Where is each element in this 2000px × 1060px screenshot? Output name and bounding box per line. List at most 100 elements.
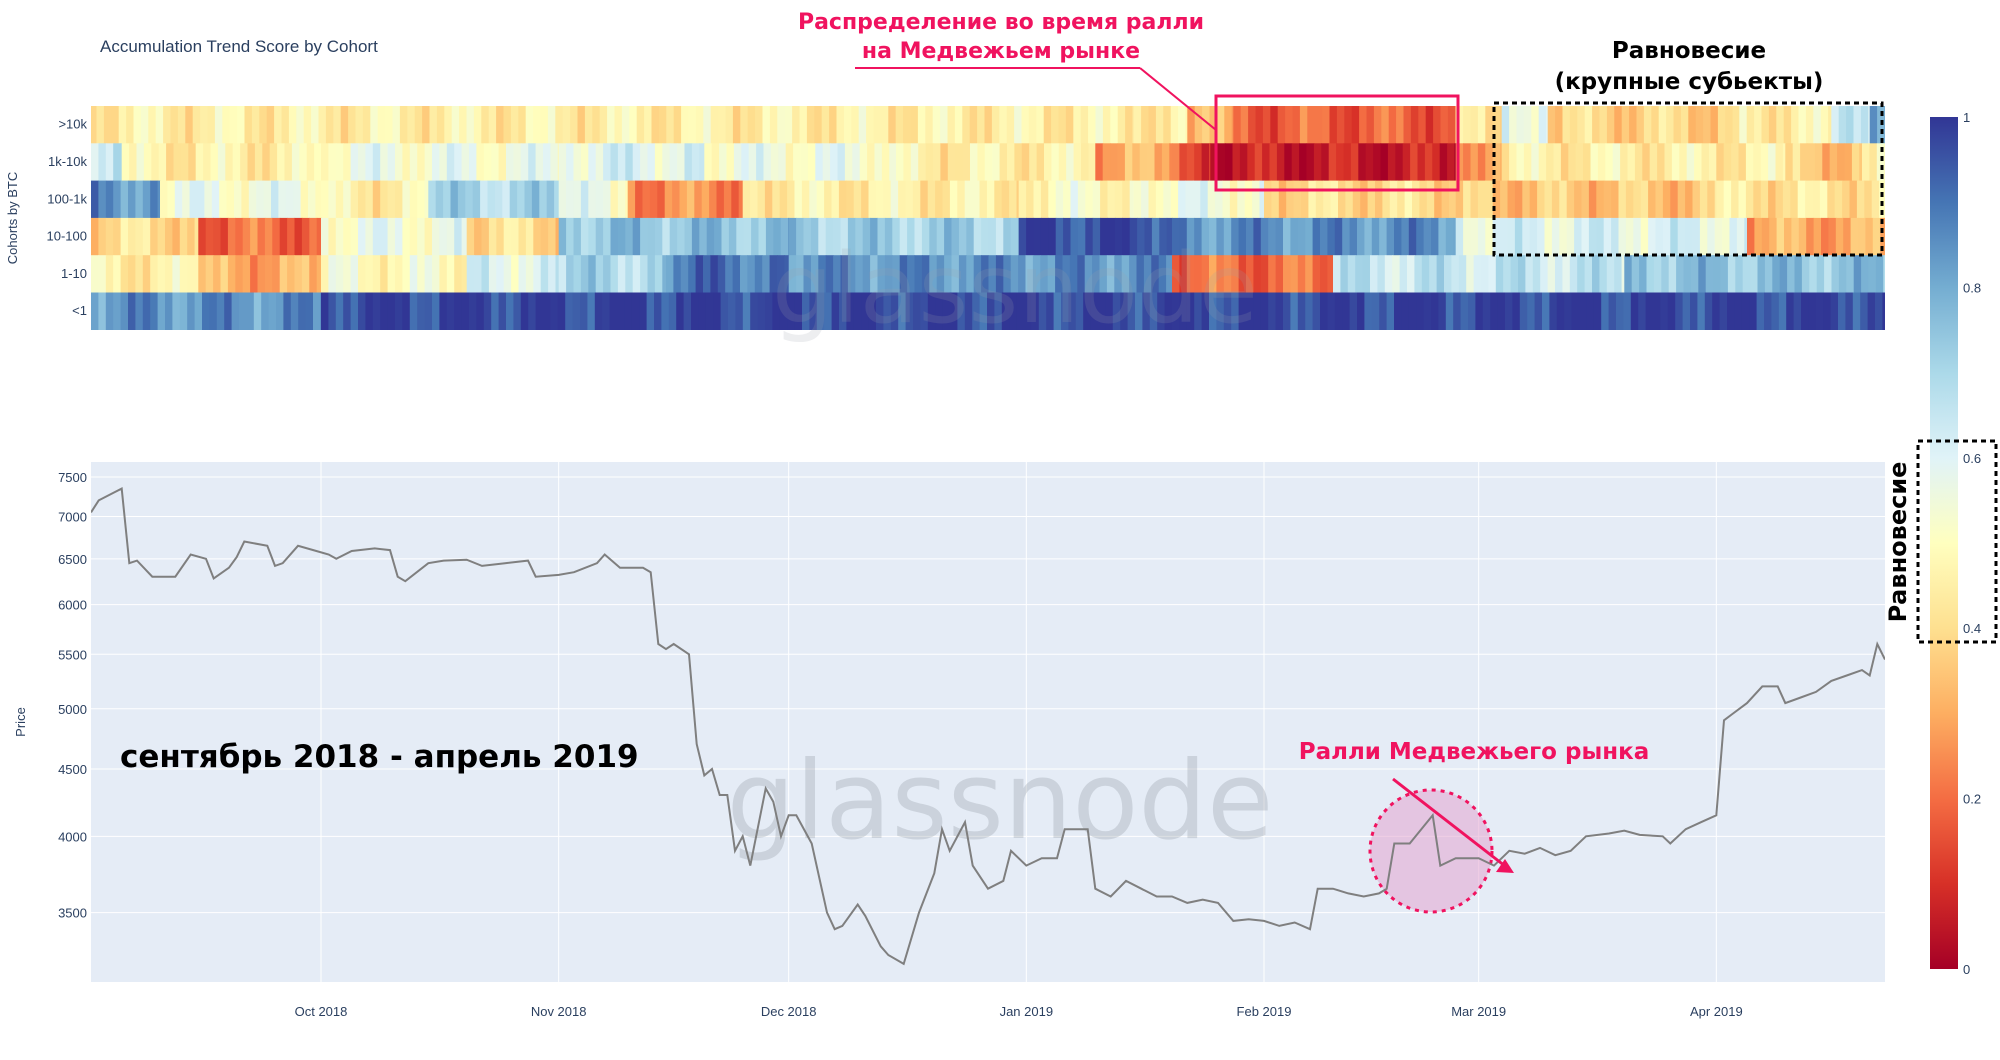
heatmap-cell: [118, 106, 127, 144]
heatmap-cell: [874, 143, 883, 182]
heatmap-cell: [851, 106, 860, 144]
heatmap-cell: [1407, 255, 1415, 293]
heatmap-cell: [1253, 255, 1262, 293]
heatmap-cell: [1477, 180, 1486, 219]
heatmap-cell: [1593, 292, 1602, 330]
heatmap-cell: [580, 180, 589, 219]
heatmap-cell: [1685, 180, 1694, 219]
heatmap-cell: [1531, 143, 1540, 182]
heatmap-cell: [1179, 217, 1188, 256]
heatmap-cell: [1782, 143, 1786, 182]
heatmap-cell: [1830, 292, 1839, 330]
heatmap-cell: [548, 217, 557, 256]
heatmap-cell: [483, 292, 492, 330]
heatmap-cell: [1077, 255, 1086, 293]
heatmap-cell: [1144, 217, 1153, 256]
equilibrium-colorbar-label: Равновесие: [1884, 462, 1912, 623]
heatmap-cell: [1852, 292, 1861, 330]
heatmap-cell: [380, 255, 389, 293]
heatmap-cell: [1155, 180, 1164, 219]
heatmap-cell: [742, 292, 751, 330]
heatmap-cell: [194, 217, 199, 256]
heatmap-cell: [1510, 255, 1519, 293]
colorbar-tick-label: 1: [1963, 110, 1970, 125]
heatmap-cell: [1408, 217, 1417, 256]
heatmap-cell: [1102, 106, 1111, 144]
heatmap-cell: [1365, 143, 1374, 182]
heatmap-cell: [328, 180, 337, 219]
heatmap-cell: [1485, 143, 1494, 182]
heatmap-cell: [1523, 143, 1532, 182]
heatmap-cell: [625, 217, 634, 256]
heatmap-cell: [1305, 255, 1314, 293]
heatmap-cell: [1047, 255, 1056, 293]
heatmap-cell: [772, 292, 781, 330]
heatmap-cell: [688, 106, 697, 144]
heatmap-cell: [1112, 292, 1121, 330]
heatmap-cell: [1653, 255, 1662, 293]
heatmap-cell: [487, 180, 496, 219]
heatmap-cell: [933, 143, 941, 182]
heatmap-cell: [454, 292, 463, 330]
heatmap-cell: [1534, 292, 1543, 330]
heatmap-cell: [1682, 292, 1691, 330]
heatmap-cell: [1544, 217, 1553, 256]
equilibrium-colorbar-box: [1916, 439, 1998, 644]
heatmap-cell: [1238, 255, 1247, 293]
heatmap-cell: [439, 292, 448, 330]
heatmap-cell: [580, 292, 588, 330]
heatmap-cell: [1036, 106, 1045, 144]
heatmap-cell: [157, 217, 166, 256]
heatmap-cell: [372, 255, 381, 293]
heatmap-cell: [150, 180, 159, 219]
heatmap-cell: [1601, 292, 1610, 330]
heatmap-cell: [809, 180, 818, 219]
heatmap-cell: [1680, 106, 1689, 144]
heatmap-cell: [1349, 292, 1358, 330]
heatmap-cell: [810, 255, 819, 293]
heatmap-cell: [1723, 180, 1732, 219]
heatmap-cell: [1055, 180, 1064, 219]
heatmap-cell: [439, 143, 448, 182]
heatmap-cell: [1246, 217, 1254, 256]
heatmap-cell: [1750, 255, 1759, 293]
heatmap-cell: [1382, 180, 1391, 219]
heatmap-cell: [335, 292, 344, 330]
heatmap-cell: [550, 292, 559, 330]
heatmap-cell: [1194, 255, 1203, 293]
heatmap-cell: [30, 106, 38, 144]
heatmap-cell: [1555, 106, 1564, 144]
heatmap-cell: [1141, 180, 1150, 219]
heatmap-cell: [1451, 255, 1460, 293]
heatmap-cell: [160, 180, 168, 219]
heatmap-cell: [1592, 255, 1600, 293]
heatmap-cell: [1201, 143, 1210, 182]
heatmap-cell: [1373, 106, 1382, 144]
heatmap-cell: [1421, 255, 1430, 293]
heatmap-cell: [1207, 180, 1216, 219]
period-label: сентябрь 2018 - апрель 2019: [120, 739, 639, 775]
colorbar: [1930, 117, 1958, 969]
heatmap-cell: [543, 143, 551, 182]
heatmap-cell: [1424, 143, 1433, 182]
heatmap-cell: [977, 106, 986, 144]
heatmap-cell: [510, 106, 519, 144]
heatmap-cell: [481, 255, 490, 293]
heatmap-cell: [1423, 292, 1432, 330]
heatmap-cell: [1470, 180, 1479, 219]
heatmap-cell: [1327, 255, 1334, 293]
heatmap-ylabel: Cohorts by BTC: [5, 172, 20, 264]
heatmap-cell: [958, 217, 967, 256]
heatmap-cell: [763, 143, 772, 182]
heatmap-cell: [755, 106, 764, 144]
heatmap-cell: [1455, 106, 1464, 144]
heatmap-cell: [472, 180, 481, 219]
heatmap-cell: [1514, 180, 1523, 219]
heatmap-cell: [1882, 292, 1885, 330]
heatmap-cell: [1329, 106, 1338, 144]
heatmap-cell: [1018, 217, 1027, 256]
heatmap-cell: [721, 217, 730, 256]
heatmap-cell: [96, 106, 105, 144]
heatmap-cell: [1566, 180, 1575, 219]
